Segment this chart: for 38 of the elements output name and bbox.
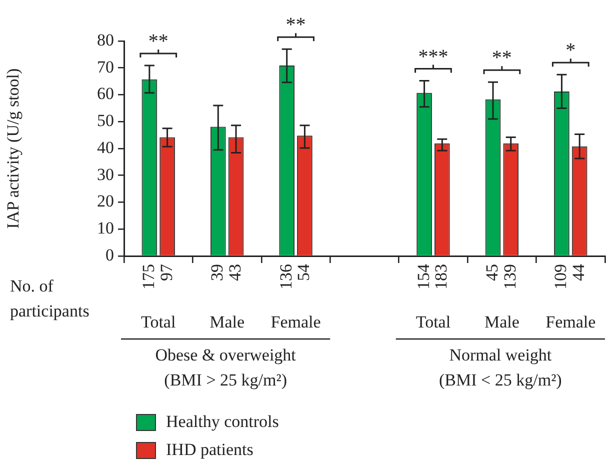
x-tick-label: Female [546,312,596,332]
y-tick-label: 40 [97,138,114,157]
annotation: ** [148,30,168,52]
text: Normal weight (BMI < 25 kg/m²) [439,345,562,390]
y-tick-label: 50 [97,111,114,130]
text: No. of participants [10,276,90,320]
text: 39 [208,264,227,281]
text: 97 [156,264,176,281]
text: 154 [414,264,433,290]
text: 175 [138,264,158,290]
x-tick-label: Female [270,312,321,332]
annotation: ** [492,47,512,70]
legend-label: Healthy controls [166,412,279,432]
text: ** [286,14,306,36]
text: 43 [225,264,244,281]
legend-label: IHD patients [166,440,254,460]
y-tick-label: 70 [97,57,114,76]
text: 136 [276,264,296,290]
text: 44 [569,264,588,281]
y-tick-label: 10 [97,218,114,238]
y-tick-label: 0 [106,245,114,264]
y-tick-label: 30 [97,164,114,184]
y-tick-label: 80 [97,30,114,50]
x-tick-label: Male [210,312,245,332]
x-tick-label: Total [416,312,451,332]
text: 109 [551,264,570,290]
y-tick-label: 60 [97,84,114,104]
text: 139 [500,264,520,290]
text: 45 [482,264,502,281]
annotation: * [566,40,576,62]
text: 54 [294,264,314,281]
annotation: *** [418,46,448,68]
x-tick-label: Male [484,312,520,332]
text: Obese & overweight (BMI > 25 kg/m²) [155,345,296,390]
y-axis-title: IAP activity (U/g stool) [4,68,23,229]
x-tick-label: Total [141,312,176,332]
text: 183 [432,264,451,290]
y-tick-label: 20 [97,192,114,211]
